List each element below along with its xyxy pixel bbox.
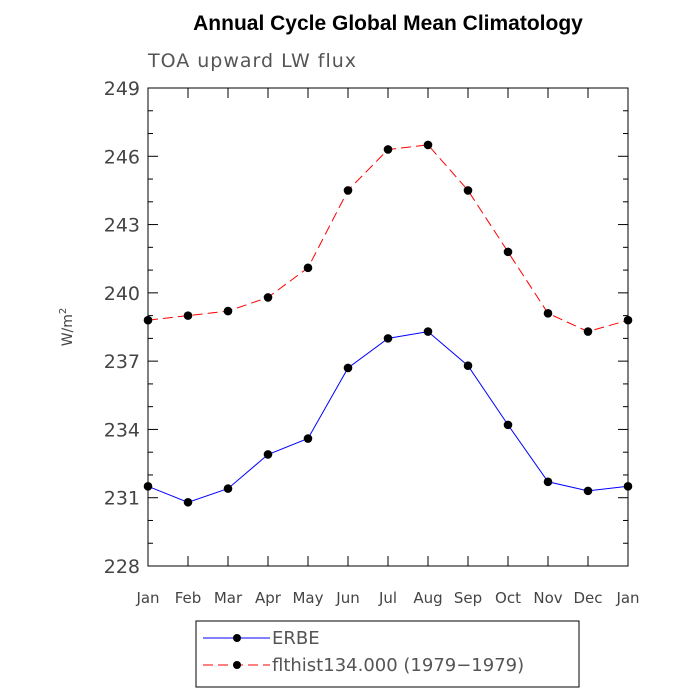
series-group [143, 140, 633, 507]
series-0-point [263, 450, 273, 459]
series-1-point [623, 315, 633, 325]
series-0-point [343, 363, 353, 373]
y-tick-label: 234 [104, 419, 140, 441]
x-tick-label: Jun [335, 589, 359, 607]
chart-subtitle: TOA upward LW flux [147, 50, 357, 72]
series-0-point [583, 486, 593, 496]
y-tick-label: 246 [104, 146, 140, 168]
series-1-point [423, 140, 433, 150]
legend-label-erbe: ERBE [272, 628, 320, 649]
series-1-point [463, 186, 473, 195]
series-0-point [183, 497, 193, 507]
x-tick-label: Dec [573, 589, 602, 607]
x-tick-label: Mar [214, 589, 243, 607]
y-tick-label: 228 [104, 556, 140, 578]
series-1-point [343, 186, 353, 195]
chart-title: Annual Cycle Global Mean Climatology [193, 12, 583, 35]
series-0-point [543, 477, 553, 487]
y-axis-label: W/m2 [58, 308, 76, 347]
series-1-point [383, 145, 393, 154]
series-0-point [383, 334, 393, 343]
series-1-point [303, 263, 313, 273]
series-1-point [543, 309, 553, 318]
y-tick-label: 231 [104, 488, 140, 510]
series-1-point [183, 311, 193, 320]
x-tick-label: Jan [615, 589, 639, 607]
series-line-1 [147, 144, 629, 333]
x-tick-label: Sep [454, 589, 482, 607]
series-0-point [223, 484, 233, 493]
series-line-0 [147, 331, 629, 503]
legend-marker-erbe [233, 634, 241, 642]
series-1-point [143, 315, 153, 325]
series-0-point [463, 361, 473, 370]
axis-ticks: 228 231 234 237 240 243 246 249 Jan Feb Mar Apr May J… [104, 78, 640, 607]
series-0-point [423, 327, 433, 336]
legend-label-model: flthist134.000 (1979−1979) [272, 655, 524, 676]
series-0-point [623, 482, 633, 491]
series-0-point [303, 434, 313, 443]
x-tick-label: Apr [255, 589, 282, 607]
plot-frame [147, 87, 629, 567]
y-axis-label-text: W/m [60, 314, 76, 346]
y-tick-label: 240 [104, 283, 140, 305]
series-0-point [503, 420, 513, 430]
y-tick-label: 237 [104, 351, 140, 373]
x-tick-label: Nov [533, 589, 562, 607]
x-tick-label: Jul [378, 589, 397, 607]
y-tick-label: 243 [104, 215, 140, 237]
x-tick-label: Jan [135, 589, 159, 607]
series-1-point [223, 306, 233, 316]
y-tick-label: 249 [104, 78, 140, 100]
series-1-point [583, 327, 593, 336]
x-tick-label: Oct [495, 589, 521, 607]
series-1-point [263, 293, 273, 302]
y-axis-label-superscript: 2 [58, 308, 69, 314]
series-0-point [143, 482, 153, 491]
legend-marker-model [233, 661, 241, 669]
legend-box [195, 620, 580, 688]
x-tick-label: Aug [413, 589, 442, 607]
legend: ERBE flthist134.000 (1979−1979) [195, 620, 580, 688]
x-tick-label: May [292, 589, 323, 607]
series-1-point [503, 247, 513, 257]
x-tick-label: Feb [175, 589, 202, 607]
